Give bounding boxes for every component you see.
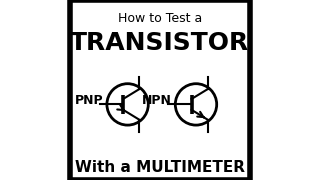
Text: NPN: NPN [142,94,172,107]
Text: How to Test a: How to Test a [118,12,202,24]
Text: TRANSISTOR: TRANSISTOR [70,31,250,55]
Text: With a MULTIMETER: With a MULTIMETER [75,160,245,175]
Text: PNP: PNP [75,94,103,107]
